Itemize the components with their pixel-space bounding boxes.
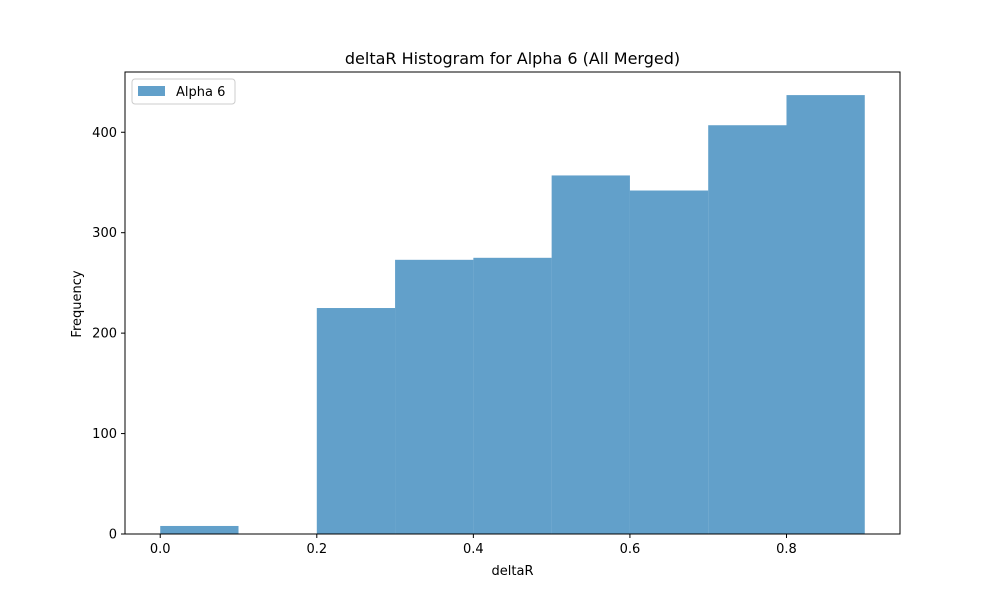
histogram-bar — [708, 125, 787, 534]
legend-box — [131, 78, 236, 105]
y-tick-label: 200 — [92, 327, 117, 342]
legend: Alpha 6 — [131, 78, 236, 105]
histogram-bar — [473, 257, 552, 534]
x-tick-label: 0.4 — [463, 542, 484, 557]
histogram-bar — [629, 190, 709, 534]
x-axis-label: deltaR — [492, 564, 534, 579]
histogram-bar — [395, 259, 474, 534]
x-tick-label: 0.2 — [306, 542, 327, 557]
histogram-bar — [316, 308, 396, 534]
histogram-bar — [786, 95, 865, 534]
histogram-bar — [551, 175, 630, 535]
x-tick-label: 0.8 — [776, 542, 797, 557]
y-tick-label: 100 — [92, 427, 117, 442]
x-axis-ticks: 0.0 0.2 0.4 0.6 0.8 — [150, 534, 797, 557]
histogram-bar — [160, 525, 239, 534]
y-axis-ticks: 0 100 200 300 400 — [92, 126, 125, 543]
plot-frame — [124, 71, 901, 535]
x-tick-label: 0.0 — [150, 542, 171, 557]
x-tick-label: 0.6 — [620, 542, 641, 557]
legend-swatch — [138, 86, 165, 96]
y-axis-label: Frequency — [70, 270, 85, 337]
y-tick-label: 300 — [92, 226, 117, 241]
bars-layer — [160, 95, 865, 535]
y-tick-label: 0 — [109, 528, 117, 543]
chart-title: deltaR Histogram for Alpha 6 (All Merged… — [345, 49, 680, 68]
y-tick-label: 400 — [92, 126, 117, 141]
legend-label: Alpha 6 — [176, 85, 225, 100]
